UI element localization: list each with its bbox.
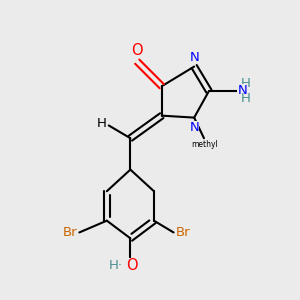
Text: Br: Br — [176, 226, 190, 239]
Text: N: N — [189, 121, 199, 134]
Text: H·: H· — [109, 259, 122, 272]
Text: H: H — [97, 117, 107, 130]
Text: Br: Br — [63, 226, 77, 239]
Text: O: O — [126, 258, 138, 273]
Text: N: N — [189, 51, 199, 64]
Text: H: H — [240, 77, 250, 90]
Text: O: O — [131, 43, 143, 58]
Text: H: H — [240, 92, 250, 106]
Text: methyl: methyl — [192, 140, 218, 149]
Text: N: N — [237, 84, 247, 97]
